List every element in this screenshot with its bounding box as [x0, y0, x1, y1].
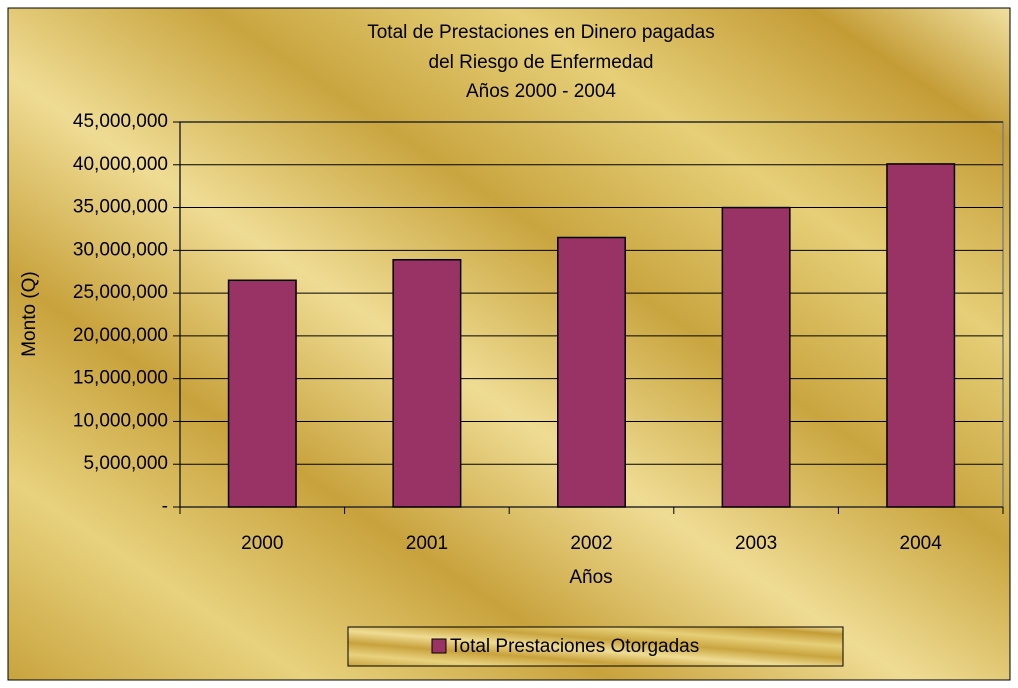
bar — [227, 279, 297, 508]
y-tick-label: 15,000,000 — [73, 368, 168, 389]
legend — [347, 626, 844, 667]
bar — [392, 258, 462, 508]
y-tick-label: 35,000,000 — [73, 197, 168, 218]
x-tick-label: 2003 — [735, 533, 777, 554]
bar — [557, 236, 626, 508]
bar — [721, 206, 791, 508]
x-tick-label: 2001 — [406, 533, 448, 554]
x-tick-label: 2004 — [900, 533, 943, 554]
y-tick-label: 40,000,000 — [73, 154, 168, 175]
chart-title: del Riesgo de Enfermedad — [429, 52, 654, 73]
chart-title: Años 2000 - 2004 — [466, 81, 616, 102]
chart-title: Total de Prestaciones en Dinero pagadas — [367, 22, 715, 43]
x-axis-label: Años — [569, 567, 612, 588]
x-tick-label: 2002 — [570, 533, 612, 554]
legend-label: Total Prestaciones Otorgadas — [450, 636, 699, 657]
y-axis-label: Monto (Q) — [19, 271, 40, 357]
x-tick-label: 2000 — [241, 533, 283, 554]
y-tick-label: 20,000,000 — [73, 325, 168, 346]
y-tick-label: 25,000,000 — [73, 282, 168, 303]
legend-swatch — [431, 638, 447, 654]
y-tick-label: 30,000,000 — [73, 239, 168, 260]
y-tick-label: 45,000,000 — [73, 111, 168, 132]
y-tick-label: 5,000,000 — [83, 453, 168, 474]
y-tick-label: 10,000,000 — [73, 410, 168, 431]
bar — [886, 163, 956, 508]
chart-background — [7, 7, 1011, 681]
y-tick-label: - — [162, 496, 168, 517]
